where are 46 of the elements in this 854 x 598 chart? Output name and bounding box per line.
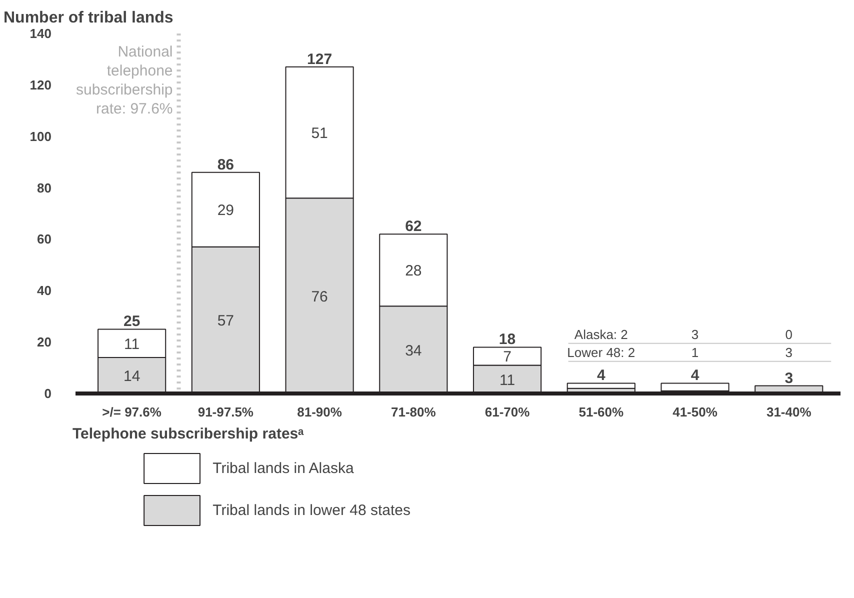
total-label: 4 <box>690 367 700 384</box>
data-label: 57 <box>217 312 234 330</box>
y-tick-label: 60 <box>37 232 52 247</box>
total-label: 25 <box>123 313 140 330</box>
annotation: 3 <box>785 344 792 360</box>
annotation: Alaska: 2 <box>574 326 628 342</box>
bar <box>566 382 636 389</box>
data-label: 7 <box>503 348 512 366</box>
total-label: 4 <box>596 367 606 384</box>
x-axis-title: Telephone subscribership ratesᵃ <box>72 426 304 442</box>
total-label: 3 <box>784 370 794 387</box>
data-label: 34 <box>405 342 422 360</box>
x-tick-label: 31-40% <box>766 404 812 420</box>
data-label: 28 <box>405 262 422 280</box>
x-tick-label: 91-97.5% <box>198 404 254 420</box>
x-tick-label: 71-80% <box>391 404 436 420</box>
total-label: 86 <box>217 156 234 174</box>
annotation: 1 <box>691 344 699 360</box>
total-label: 18 <box>498 331 516 348</box>
y-tick-label: 80 <box>37 180 52 196</box>
data-label: 11 <box>499 372 516 389</box>
annotation: 3 <box>691 326 699 342</box>
y-tick-label: 100 <box>30 128 52 144</box>
data-label: 51 <box>311 125 328 142</box>
annotation: 0 <box>785 326 792 342</box>
y-tick-label: 40 <box>37 283 52 298</box>
total-label: 62 <box>405 218 422 236</box>
x-tick-label: 41-50% <box>672 404 718 420</box>
data-label: 29 <box>217 202 234 220</box>
total-label: 127 <box>307 50 332 68</box>
y-axis-title: Number of tribal lands <box>4 10 174 26</box>
y-tick-label: 20 <box>37 334 52 350</box>
annotation: National telephone subscribership rate: 97.6% <box>76 44 173 118</box>
x-tick-label: 61-70% <box>484 404 530 420</box>
y-tick-label: 120 <box>30 77 52 92</box>
annotation: Lower 48: 2 <box>567 344 636 360</box>
x-tick-label: >/= 97.6% <box>102 404 162 420</box>
data-label: 11 <box>124 336 140 353</box>
legend-label: Tribal lands in lower 48 states <box>212 502 410 519</box>
data-label: 14 <box>123 368 140 385</box>
y-tick-label: 0 <box>44 386 52 401</box>
y-tick-label: 140 <box>30 26 52 41</box>
x-tick-label: 81-90% <box>297 404 342 420</box>
data-label: 76 <box>311 288 328 306</box>
x-tick-label: 51-60% <box>578 404 624 420</box>
legend-label: Tribal lands in Alaska <box>212 460 354 477</box>
